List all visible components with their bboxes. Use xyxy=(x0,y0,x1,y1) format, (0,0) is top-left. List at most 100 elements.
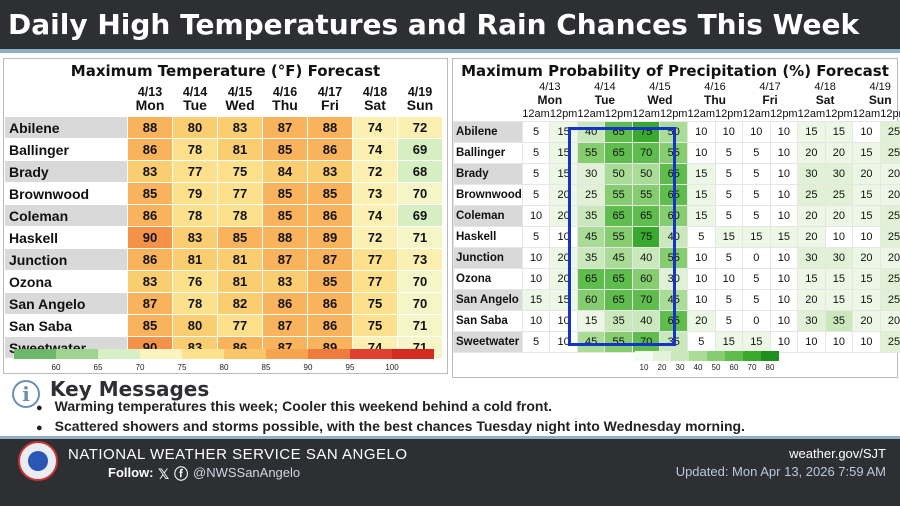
temperature-cell: 75 xyxy=(352,292,398,315)
social-handle[interactable]: @NWSSanAngelo xyxy=(193,465,301,480)
page-title: Daily High Temperatures and Rain Chances… xyxy=(8,8,860,41)
day-date: 4/17 xyxy=(317,85,343,99)
precip-cell: 70 xyxy=(631,289,661,311)
temperature-cell: 72 xyxy=(352,160,398,183)
precip-cell: 45 xyxy=(604,247,633,269)
precip-cell: 25 xyxy=(879,331,900,353)
website-link[interactable]: weather.gov/SJT xyxy=(789,446,886,461)
precip-cell: 15 xyxy=(824,289,854,311)
precip-cell: 40 xyxy=(576,121,606,143)
precip-cell: 5 xyxy=(742,289,771,311)
temperature-cell: 78 xyxy=(217,204,263,227)
temperature-day-header: 4/18 Sat xyxy=(352,81,398,117)
temperature-cell: 77 xyxy=(217,182,263,205)
office-name: NATIONAL WEATHER SERVICE SAN ANGELO xyxy=(68,446,408,463)
temperature-cell: 78 xyxy=(172,138,218,161)
precip-cell: 10 xyxy=(521,310,551,332)
city-name: Haskell xyxy=(453,226,523,248)
temperature-header-corner xyxy=(4,81,128,117)
temperature-cell: 77 xyxy=(217,314,263,337)
precip-cell: 15 xyxy=(549,142,578,164)
precip-cell: 5 xyxy=(521,184,551,206)
precip-cell: 35 xyxy=(576,205,606,227)
legend-label: 85 xyxy=(261,363,271,372)
period-label: 12pm xyxy=(715,108,743,120)
precip-cell: 15 xyxy=(852,289,881,311)
key-message-item: Warming temperatures this week; Cooler t… xyxy=(36,398,745,418)
precip-cell: 10 xyxy=(797,331,826,353)
day-name: Wed xyxy=(647,93,673,107)
city-name: Haskell xyxy=(4,226,128,249)
precip-cell: 40 xyxy=(631,247,661,269)
social-media-icons[interactable]: 𝕏 ⓕ xyxy=(158,467,189,483)
temperature-cell: 71 xyxy=(397,226,443,249)
period-label: 12am xyxy=(632,108,660,120)
precip-cell: 10 xyxy=(549,310,578,332)
precip-cell: 55 xyxy=(659,247,688,269)
legend-swatch xyxy=(98,349,140,359)
table-row: Coleman 10 20 35 65 65 60 15 5 5 10 20 20 15 25 xyxy=(453,205,900,227)
temperature-cell: 86 xyxy=(127,138,173,161)
precip-cell: 15 xyxy=(686,184,716,206)
precip-cell: 15 xyxy=(852,184,881,206)
legend-swatch xyxy=(761,351,779,361)
precip-cell: 10 xyxy=(686,289,716,311)
legend-label: 30 xyxy=(675,363,685,372)
city-name: Coleman xyxy=(453,205,523,227)
legend-swatch xyxy=(671,351,689,361)
precip-cell: 5 xyxy=(521,226,551,248)
city-name: Coleman xyxy=(4,204,128,227)
table-row: Brady 5 15 30 50 50 65 15 5 5 10 30 30 20 20 xyxy=(453,163,900,185)
precip-cell: 50 xyxy=(631,163,661,185)
temperature-cell: 87 xyxy=(262,248,308,271)
key-message-item: Scattered showers and storms possible, w… xyxy=(36,418,745,438)
day-name: Fri xyxy=(321,97,339,113)
precip-cell: 65 xyxy=(604,142,633,164)
precip-cell: 5 xyxy=(742,184,771,206)
precip-cell: 10 xyxy=(521,205,551,227)
precip-cell: 20 xyxy=(879,310,900,332)
precip-cell: 25 xyxy=(879,268,900,290)
legend-label: 80 xyxy=(219,363,229,372)
precip-cell: 10 xyxy=(549,331,578,353)
precip-header-corner xyxy=(454,107,523,122)
precip-cell: 5 xyxy=(686,331,716,353)
legend-swatch xyxy=(14,349,56,359)
precip-cell: 25 xyxy=(879,226,900,248)
legend-swatch xyxy=(182,349,224,359)
day-date: 4/13 xyxy=(539,81,561,93)
legend-label: 75 xyxy=(177,363,187,372)
precipitation-table: 4/13 4/14 4/15 4/16 4/17 4/18 4/19 Mon Tue Wed Th… xyxy=(453,81,900,353)
precip-cell: 55 xyxy=(604,226,633,248)
precip-cell: 65 xyxy=(604,205,633,227)
precip-cell: 25 xyxy=(797,184,826,206)
precip-cell: 5 xyxy=(742,163,771,185)
temperature-cell: 85 xyxy=(262,204,308,227)
precip-cell: 5 xyxy=(686,226,716,248)
precip-cell: 40 xyxy=(659,226,688,248)
legend-label: 70 xyxy=(135,363,145,372)
period-label: 12pm xyxy=(770,108,798,120)
temperature-cell: 87 xyxy=(262,314,308,337)
temperature-cell: 86 xyxy=(127,248,173,271)
period-label: 12am xyxy=(742,108,771,120)
temperature-cell: 69 xyxy=(397,138,443,161)
precip-cell: 5 xyxy=(714,310,744,332)
precip-cell: 25 xyxy=(879,121,900,143)
temperature-day-header: 4/15 Wed xyxy=(217,81,263,117)
temperature-day-header: 4/14 Tue xyxy=(172,81,218,117)
table-row: Haskell 5 10 45 55 75 40 5 15 15 15 20 10 10 25 xyxy=(453,226,900,248)
precip-cell: 15 xyxy=(769,226,799,248)
precip-cell: 15 xyxy=(686,163,716,185)
precip-cell: 55 xyxy=(659,142,688,164)
legend-swatch xyxy=(689,351,707,361)
precipitation-panel-title: Maximum Probability of Precipitation (%)… xyxy=(461,62,889,80)
city-name: Junction xyxy=(4,248,128,271)
precip-cell: 20 xyxy=(852,163,881,185)
footer-accent-line xyxy=(0,436,900,439)
footer xyxy=(0,436,900,506)
precip-cell: 15 xyxy=(824,121,854,143)
period-label: 12pm xyxy=(880,108,900,120)
table-row: Haskell 90 83 85 88 89 72 71 xyxy=(4,226,443,249)
precip-cell: 15 xyxy=(549,289,578,311)
